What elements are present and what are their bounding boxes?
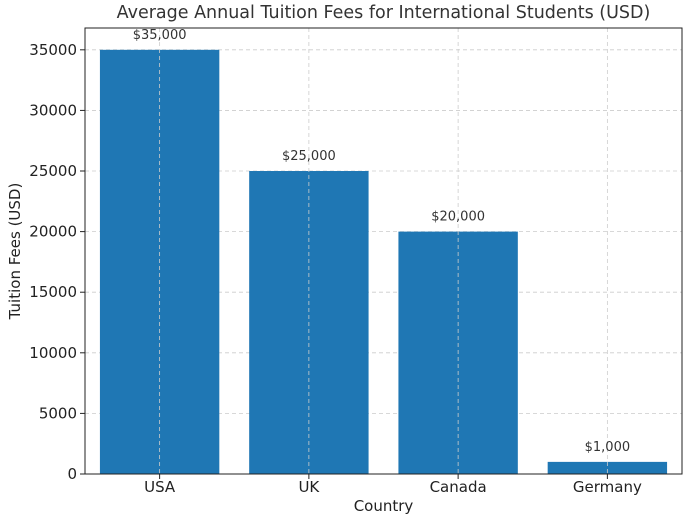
chart-title: Average Annual Tuition Fees for Internat… xyxy=(116,3,651,23)
x-tick-label: UK xyxy=(298,478,320,496)
data-label: $1,000 xyxy=(585,440,631,455)
y-tick-label: 0 xyxy=(67,465,77,483)
plot-frame xyxy=(84,27,683,475)
y-tick-label: 20000 xyxy=(29,223,77,241)
y-axis-label: Tuition Fees (USD) xyxy=(6,182,24,320)
y-tick-label: 5000 xyxy=(39,404,77,422)
x-axis-label: Country xyxy=(353,497,414,515)
data-label: $35,000 xyxy=(133,28,187,43)
x-tick-label: USA xyxy=(144,478,176,496)
data-label: $25,000 xyxy=(282,149,336,164)
x-tick-label: Germany xyxy=(573,478,642,496)
y-tick-label: 35000 xyxy=(29,41,77,59)
data-label: $20,000 xyxy=(431,210,485,225)
bar xyxy=(547,461,668,474)
y-tick-label: 25000 xyxy=(29,162,77,180)
y-tick-label: 15000 xyxy=(29,283,77,301)
y-tick-label: 30000 xyxy=(29,101,77,119)
x-tick-label: Canada xyxy=(430,478,487,496)
y-tick-label: 10000 xyxy=(29,344,77,362)
